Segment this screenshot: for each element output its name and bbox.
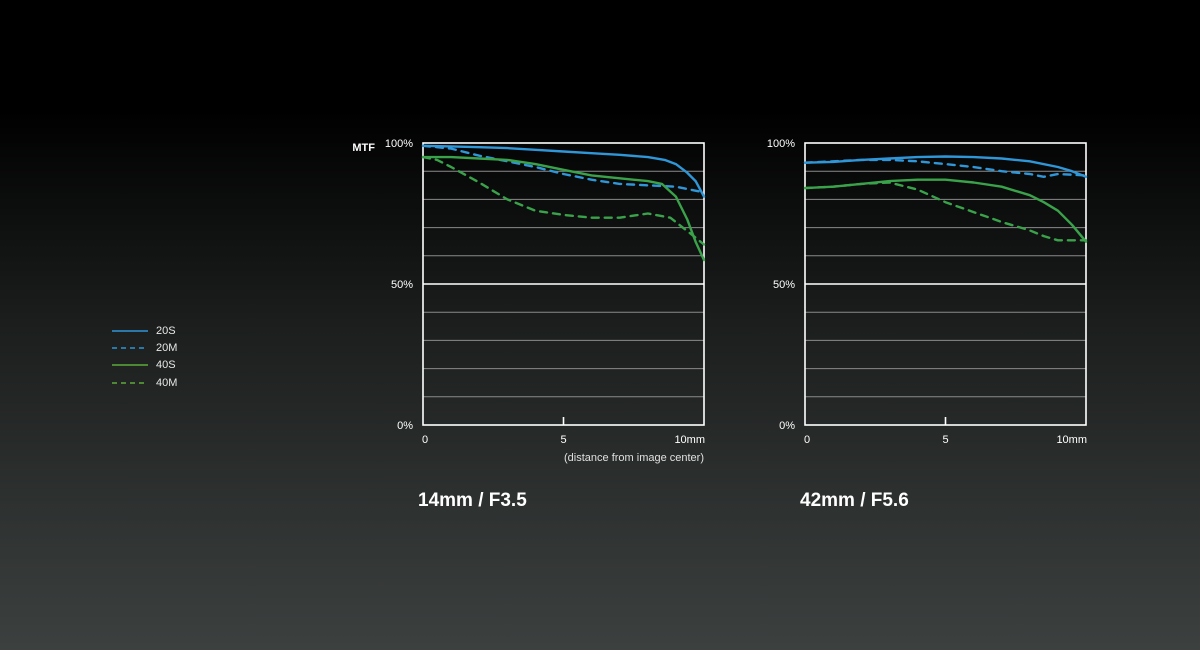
legend-label-40m: 40M xyxy=(156,376,178,389)
chart-2: 0% 50% 100% 0 5 10mm 42mm / F5.6 xyxy=(767,138,1088,511)
legend-swatch-40s xyxy=(112,364,148,367)
legend-label-20m: 20M xyxy=(156,341,178,354)
legend-item-20s: 20S xyxy=(112,322,232,339)
legend-item-20m: 20M xyxy=(112,339,232,356)
legend-swatch-20s xyxy=(112,329,148,332)
y-tick-label: 50% xyxy=(391,279,413,291)
x-tick-label: 10mm xyxy=(674,434,705,446)
series-line-20s xyxy=(421,144,706,198)
series-line-40m xyxy=(803,181,1088,242)
chart-title: 42mm / F5.6 xyxy=(800,490,909,511)
series-line-20m xyxy=(421,144,706,194)
x-tick-label: 0 xyxy=(804,434,810,446)
legend-item-40m: 40M xyxy=(112,374,232,391)
series-line-40s xyxy=(803,178,1088,243)
y-axis-label: MTF xyxy=(352,142,375,154)
chart-title: 14mm / F3.5 xyxy=(418,490,527,511)
x-tick-label: 0 xyxy=(422,434,428,446)
x-tick-label: 10mm xyxy=(1056,434,1087,446)
legend-swatch-20m xyxy=(112,347,148,349)
y-tick-label: 100% xyxy=(767,138,795,150)
series-line-40m xyxy=(421,155,706,246)
series-line-40s xyxy=(421,155,706,262)
legend-item-40s: 40S xyxy=(112,357,232,374)
x-tick-label: 5 xyxy=(560,434,566,446)
legend-swatch-40m xyxy=(112,381,148,384)
legend-label-20s: 20S xyxy=(156,324,176,337)
y-tick-label: 0% xyxy=(397,420,413,432)
series-line-20m xyxy=(803,158,1088,179)
legend: 20S 20M 40S 40M xyxy=(112,322,232,391)
chart-1: 0% 50% 100% 0 5 10mm MTF (distance from image c… xyxy=(352,138,706,511)
y-tick-label: 50% xyxy=(773,279,795,291)
x-tick-label: 5 xyxy=(942,434,948,446)
x-axis-label: (distance from image center) xyxy=(564,452,704,464)
legend-label-40s: 40S xyxy=(156,359,176,372)
y-tick-label: 100% xyxy=(385,138,413,150)
y-tick-label: 0% xyxy=(779,420,795,432)
